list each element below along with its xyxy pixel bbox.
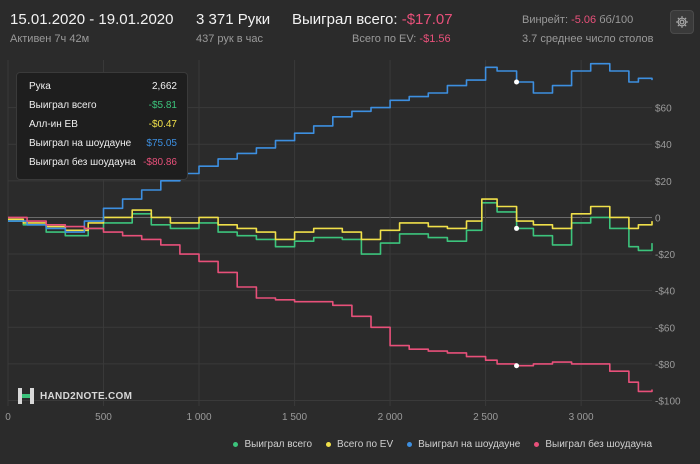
legend-dot <box>233 441 239 447</box>
y-tick-label: 0 <box>655 213 661 224</box>
tooltip-row-hand: Рука 2,662 <box>29 77 177 96</box>
y-tick-label: -$20 <box>655 250 675 261</box>
tooltip-label: Алл-ин EB <box>29 119 78 130</box>
tooltip-value: -$0.47 <box>148 119 177 130</box>
y-tick-label: -$100 <box>655 397 681 408</box>
hand-tooltip: Рука 2,662 Выиграл всего -$5.81 Алл-ин E… <box>16 72 188 180</box>
series-line-3 <box>8 216 653 393</box>
winrate-label: Винрейт: <box>522 14 569 26</box>
x-tick-label: 1 500 <box>282 412 307 423</box>
series-line-1 <box>8 198 653 241</box>
tables-average: 3.7 среднее число столов <box>522 33 654 45</box>
y-tick-label: $40 <box>655 140 672 151</box>
legend-label: Выиграл без шоудауна <box>545 438 652 450</box>
won-total: Выиграл всего: -$17.07 <box>292 11 453 28</box>
chart-legend: Выиграл всего Всего по EV Выиграл на шоу… <box>233 436 652 452</box>
hover-marker <box>514 225 520 231</box>
legend-label: Выиграл всего <box>244 438 313 450</box>
hands-count: 3 371 Руки <box>196 11 271 28</box>
tooltip-row-non-showdown: Выиграл без шоудауна -$80.86 <box>29 153 177 172</box>
winrate: Винрейт: -5.06 бб/100 <box>522 14 633 26</box>
date-range: 15.01.2020 - 19.01.2020 <box>10 11 174 28</box>
legend-label: Всего по EV <box>337 438 394 450</box>
hover-marker <box>514 363 520 369</box>
y-tick-label: -$80 <box>655 360 675 371</box>
tooltip-value: -$80.86 <box>143 157 177 168</box>
x-tick-label: 2 500 <box>473 412 498 423</box>
logo-text: HAND2NOTE.COM <box>40 390 133 402</box>
tooltip-value: 2,662 <box>151 81 177 92</box>
h-logo-icon <box>18 388 34 404</box>
hand2note-logo: HAND2NOTE.COM <box>16 386 132 406</box>
won-total-label: Выиграл всего: <box>292 11 398 28</box>
ev-value: -$1.56 <box>419 33 451 45</box>
ev-total: Всего по EV: -$1.56 <box>352 33 451 45</box>
y-tick-label: $60 <box>655 104 672 115</box>
tooltip-label: Рука <box>29 81 51 92</box>
legend-item-showdown[interactable]: Выиграл на шоудауне <box>407 436 520 452</box>
x-tick-label: 1 000 <box>187 412 212 423</box>
tooltip-row-allin-ev: Алл-ин EB -$0.47 <box>29 115 177 134</box>
series-line-2 <box>8 62 653 233</box>
legend-dot <box>534 441 540 447</box>
x-tick-label: 0 <box>5 412 11 423</box>
tooltip-label: Выиграл без шоудауна <box>29 157 136 168</box>
tooltip-row-won-total: Выиграл всего -$5.81 <box>29 96 177 115</box>
legend-dot <box>407 441 413 447</box>
legend-label: Выиграл на шоудауне <box>418 438 521 450</box>
y-tick-label: $20 <box>655 177 672 188</box>
x-tick-label: 3 000 <box>569 412 594 423</box>
won-total-value: -$17.07 <box>401 11 453 28</box>
legend-item-ev[interactable]: Всего по EV <box>326 436 393 452</box>
active-time: Активен 7ч 42м <box>10 33 90 45</box>
x-tick-label: 2 000 <box>378 412 403 423</box>
summary-header: 15.01.2020 - 19.01.2020 Активен 7ч 42м 3… <box>0 0 700 56</box>
tooltip-row-showdown: Выиграл на шоудауне $75.05 <box>29 134 177 153</box>
winrate-unit: бб/100 <box>599 14 634 26</box>
winrate-value: -5.06 <box>571 14 597 26</box>
legend-item-non-showdown[interactable]: Выиграл без шоудауна <box>534 436 652 452</box>
y-tick-label: -$40 <box>655 287 675 298</box>
tooltip-label: Выиграл всего <box>29 100 97 111</box>
gear-icon <box>676 16 688 28</box>
tooltip-value: $75.05 <box>146 138 177 149</box>
legend-dot <box>326 441 332 447</box>
x-tick-label: 500 <box>95 412 112 423</box>
settings-button[interactable] <box>670 10 694 34</box>
legend-item-won-total[interactable]: Выиграл всего <box>233 436 312 452</box>
hands-per-hour: 437 рук в час <box>196 33 264 45</box>
tooltip-label: Выиграл на шоудауне <box>29 138 132 149</box>
hover-marker <box>514 79 520 85</box>
ev-label: Всего по EV: <box>352 33 417 45</box>
tooltip-value: -$5.81 <box>148 100 177 111</box>
y-tick-label: -$60 <box>655 323 675 334</box>
